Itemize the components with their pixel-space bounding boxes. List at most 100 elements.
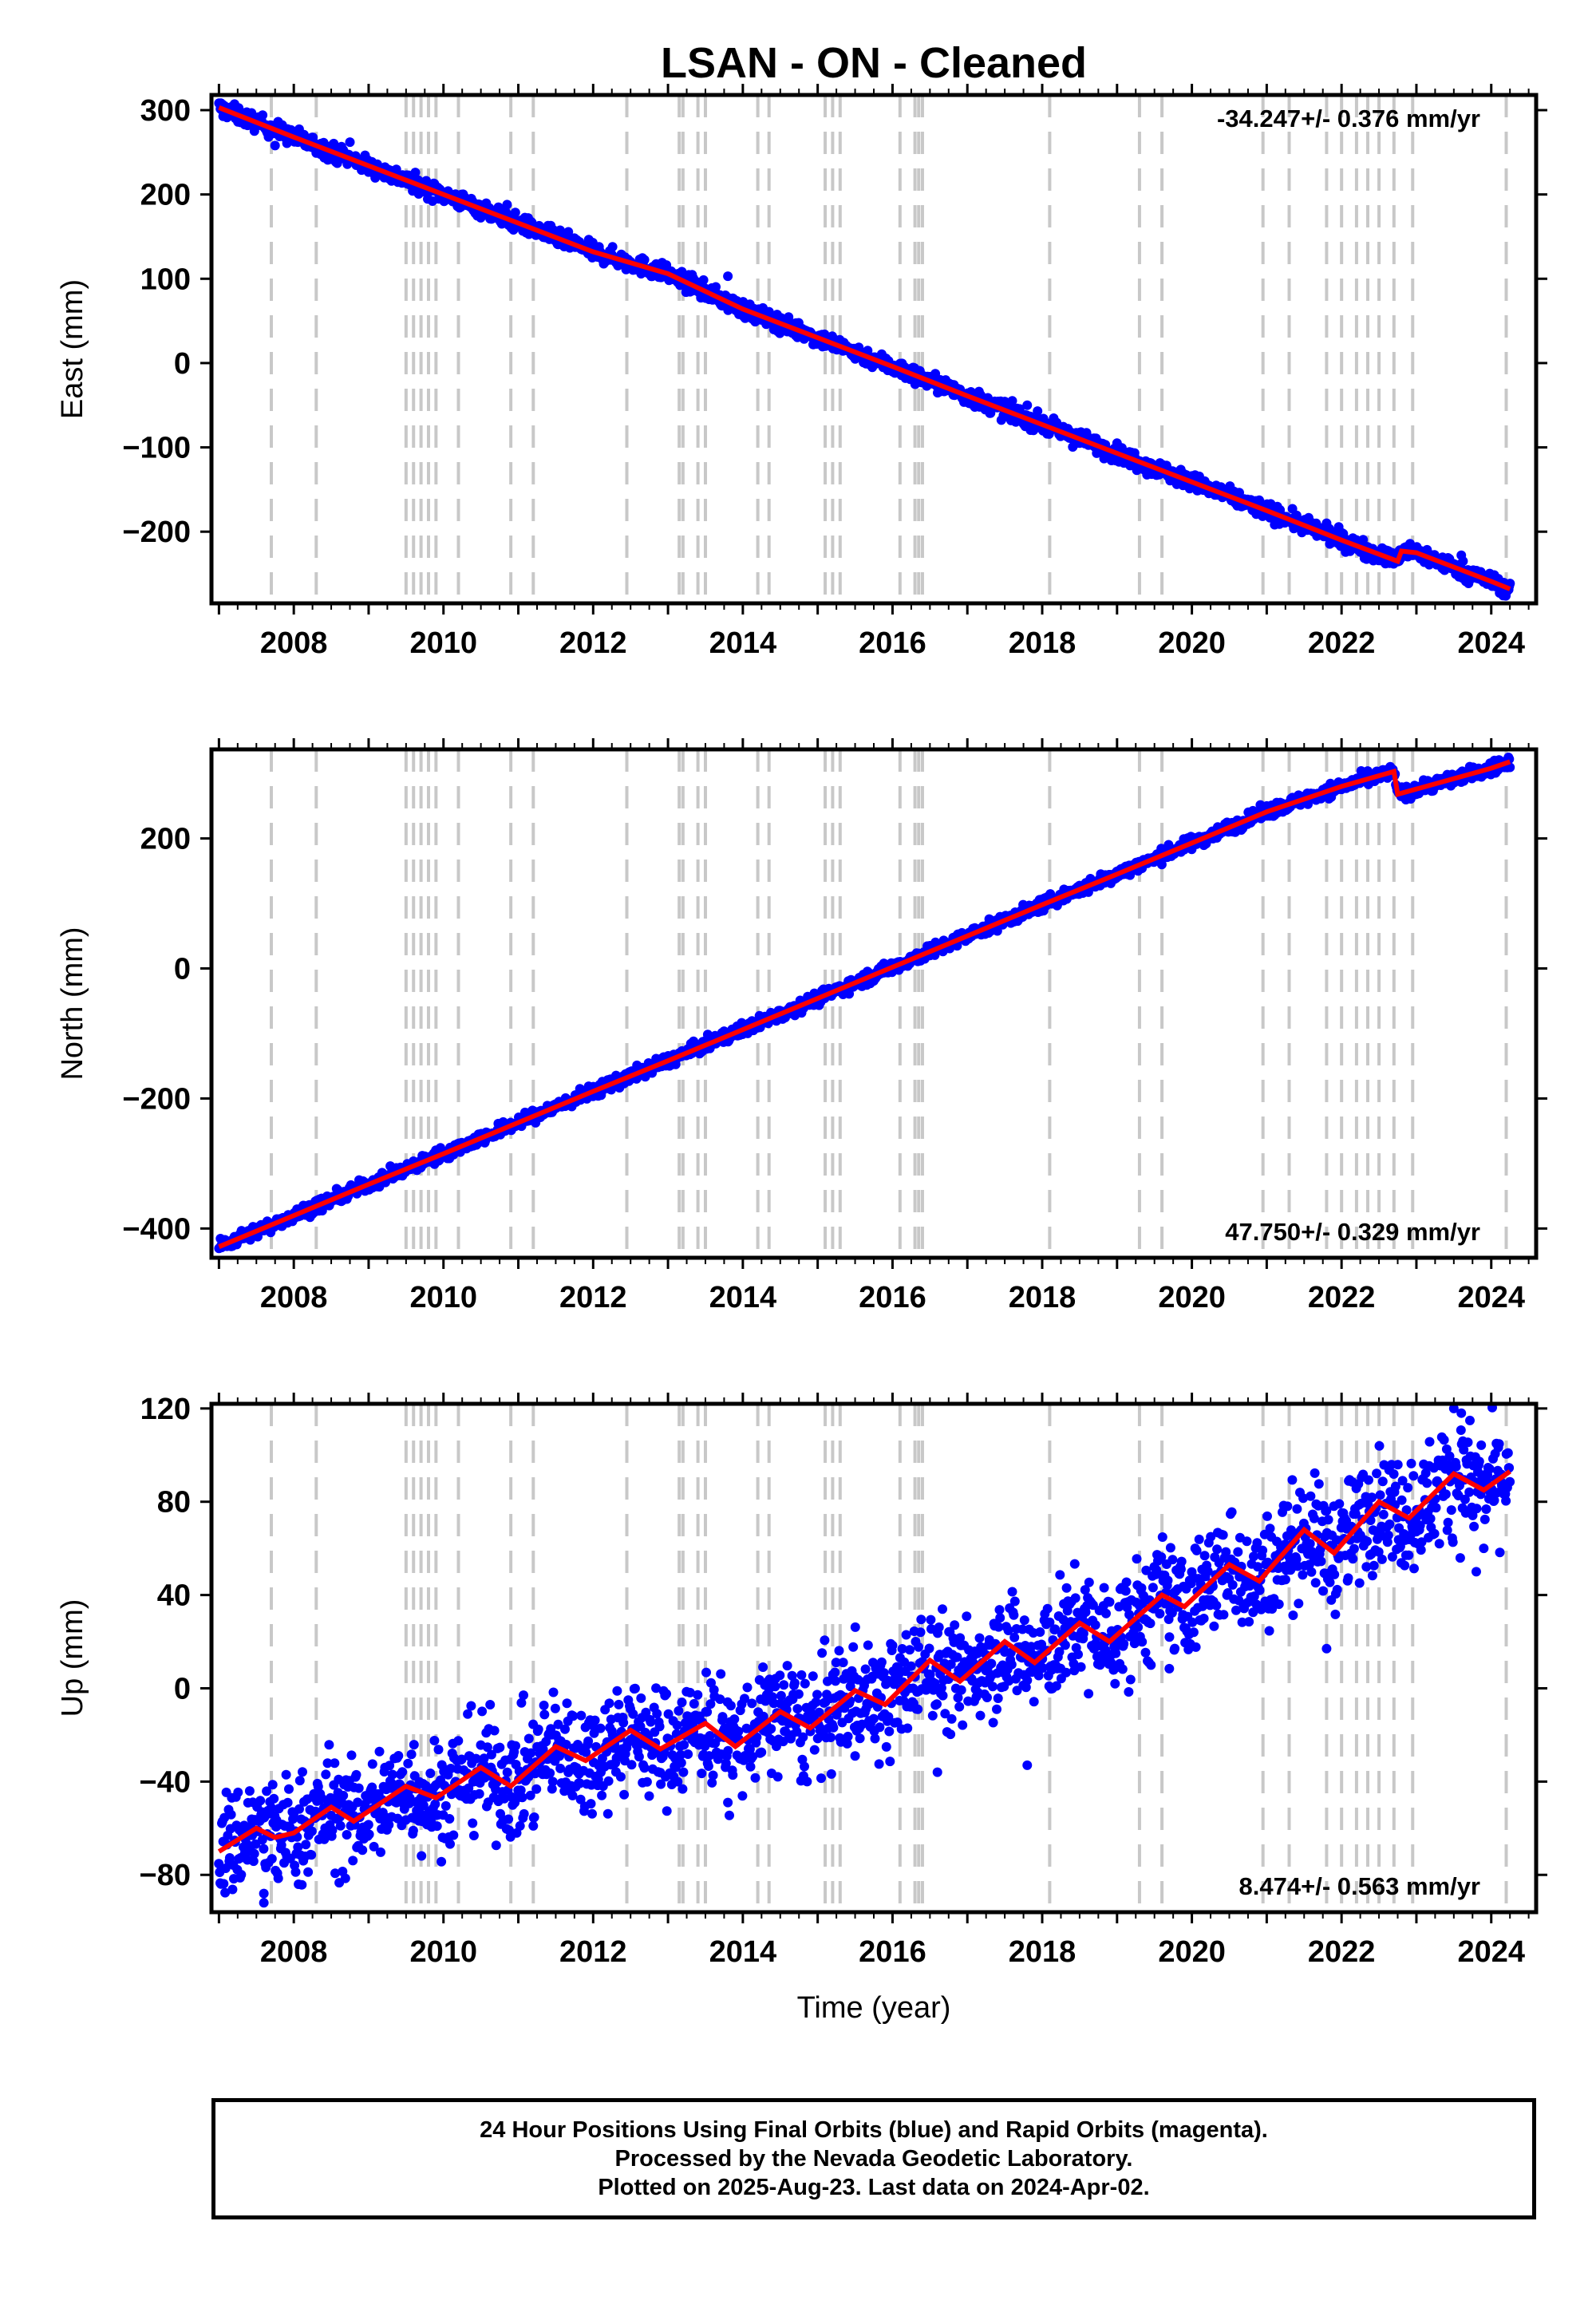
data-point xyxy=(358,1845,368,1856)
data-point xyxy=(324,1740,334,1750)
data-point xyxy=(612,1686,622,1696)
outlier-point xyxy=(502,200,512,210)
data-point xyxy=(430,1799,440,1809)
data-point xyxy=(662,1689,671,1699)
data-point xyxy=(410,168,421,178)
data-point xyxy=(471,1753,481,1764)
data-point xyxy=(417,1851,427,1861)
data-point xyxy=(689,1698,699,1709)
x-tick-label: 2024 xyxy=(1457,1281,1525,1314)
data-point xyxy=(550,1703,560,1713)
data-point xyxy=(409,1740,419,1750)
data-point xyxy=(1033,406,1043,417)
data-point xyxy=(652,1709,662,1719)
data-point xyxy=(437,1856,447,1867)
data-point xyxy=(568,1711,579,1721)
data-point xyxy=(486,1749,496,1760)
data-point xyxy=(474,1788,484,1799)
data-point xyxy=(376,1847,385,1857)
data-point xyxy=(529,1812,539,1822)
data-point xyxy=(567,1790,578,1800)
data-point xyxy=(255,1796,266,1806)
north-rate-label: 47.750+/- 0.329 mm/yr xyxy=(1225,1218,1480,1246)
data-point xyxy=(393,1813,403,1824)
x-tick-label: 2024 xyxy=(1457,626,1525,660)
data-point xyxy=(639,1763,650,1773)
x-tick-label: 2020 xyxy=(1158,1281,1226,1314)
data-point xyxy=(463,1709,473,1719)
data-point xyxy=(306,1826,317,1836)
data-point xyxy=(676,1757,686,1768)
data-point xyxy=(367,1782,377,1792)
data-point xyxy=(510,207,520,218)
data-point xyxy=(297,1879,307,1890)
data-point xyxy=(468,1831,479,1840)
data-point xyxy=(406,1749,417,1760)
data-point xyxy=(523,1733,534,1744)
data-point xyxy=(294,1804,304,1814)
data-point xyxy=(338,1790,349,1800)
data-point xyxy=(703,1761,713,1771)
data-point xyxy=(654,1721,665,1732)
data-point xyxy=(236,1870,247,1879)
data-point xyxy=(707,1777,717,1788)
data-point xyxy=(306,1850,317,1860)
data-point xyxy=(448,1830,459,1840)
data-point xyxy=(335,1820,346,1831)
data-point xyxy=(553,1719,563,1729)
data-point xyxy=(244,1786,255,1796)
data-point xyxy=(517,1792,527,1803)
x-tick-label: 2012 xyxy=(559,626,627,660)
data-point xyxy=(512,1828,522,1838)
data-point xyxy=(636,1693,646,1703)
data-point xyxy=(445,1764,456,1773)
data-point xyxy=(369,1841,379,1852)
data-point xyxy=(403,1758,413,1769)
data-point xyxy=(705,1699,716,1709)
data-point xyxy=(663,1709,674,1719)
data-point xyxy=(346,1750,357,1761)
data-point xyxy=(626,1760,637,1770)
data-point xyxy=(615,1772,626,1782)
y-tick-label: 0 xyxy=(174,347,191,381)
data-point xyxy=(385,1761,395,1771)
data-point xyxy=(351,1769,361,1780)
data-point xyxy=(408,1825,418,1836)
x-tick-label: 2022 xyxy=(1308,1281,1376,1314)
data-point xyxy=(673,1777,683,1787)
data-point xyxy=(220,1887,231,1898)
data-point xyxy=(227,1884,238,1895)
data-point xyxy=(479,1753,489,1764)
data-point xyxy=(433,1745,444,1755)
data-point xyxy=(711,282,721,292)
data-point xyxy=(547,1784,557,1794)
data-point xyxy=(641,1707,651,1717)
data-point xyxy=(330,1758,340,1769)
data-point xyxy=(581,1747,591,1757)
data-point xyxy=(614,1699,624,1709)
data-point xyxy=(313,1781,323,1792)
data-point xyxy=(294,1776,305,1786)
data-point xyxy=(258,110,268,121)
data-point xyxy=(515,1820,525,1831)
data-point xyxy=(384,1820,394,1830)
data-point xyxy=(491,1840,501,1851)
chart-title: LSAN - ON - Cleaned xyxy=(661,39,1087,87)
x-tick-label: 2008 xyxy=(260,626,328,660)
east-y-axis-label: East (mm) xyxy=(56,279,89,419)
data-point xyxy=(844,989,855,999)
data-point xyxy=(662,1806,672,1816)
data-point xyxy=(303,1867,314,1877)
data-point xyxy=(432,1821,442,1832)
data-point xyxy=(504,1814,514,1824)
data-point xyxy=(583,1736,594,1746)
data-point xyxy=(597,1790,607,1800)
data-point xyxy=(440,1800,451,1811)
data-point xyxy=(267,1803,276,1813)
data-point xyxy=(502,1767,512,1777)
data-point xyxy=(363,1820,373,1830)
data-point xyxy=(276,1840,286,1850)
data-point xyxy=(674,1705,684,1716)
data-point xyxy=(327,1825,338,1836)
data-point xyxy=(444,1814,455,1824)
